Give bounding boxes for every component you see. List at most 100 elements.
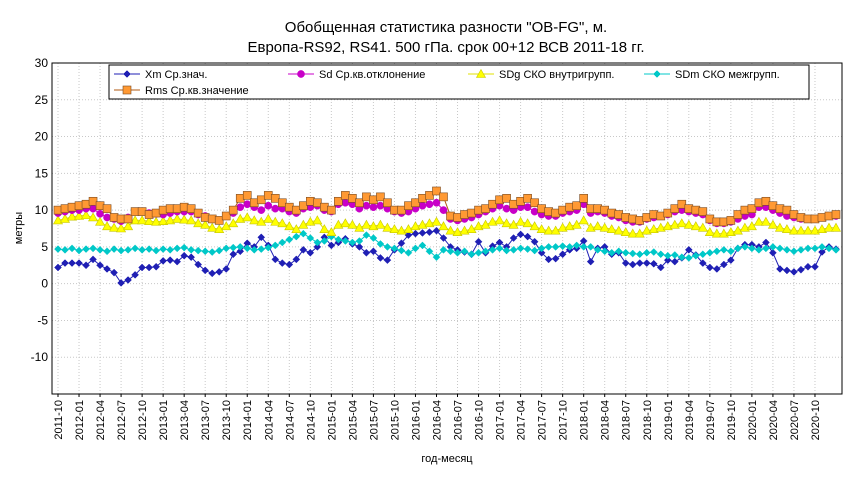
data-point-xm (397, 239, 406, 248)
data-point-sdm (152, 246, 160, 255)
data-point-sdg (445, 225, 456, 235)
data-point-rms (383, 198, 392, 208)
data-point-rms (530, 198, 539, 208)
data-point-xm (705, 263, 714, 272)
data-point-xm (145, 263, 153, 272)
data-point-sd (432, 198, 441, 207)
data-point-sdm (572, 241, 581, 250)
legend: Xm Ср.знач. Sd Ср.кв.отклонение SDg СКО вн… (108, 64, 810, 100)
data-point-sdg (137, 215, 148, 225)
data-point-sdg (662, 221, 673, 231)
data-point-xm (551, 254, 560, 263)
x-tick-label: 2015-01 (326, 400, 338, 440)
data-point-sdg (739, 222, 750, 232)
data-point-sdm (544, 243, 553, 251)
data-point-rms (432, 186, 441, 196)
data-point-sd (257, 206, 266, 214)
data-point-sdm (502, 246, 511, 255)
data-point-sdg (648, 224, 659, 234)
x-tick-label: 2016-10 (474, 400, 486, 440)
data-point-sd (362, 201, 371, 210)
data-point-sdm (607, 248, 616, 257)
data-point-xm (299, 245, 308, 254)
data-point-rms (579, 194, 588, 203)
data-point-sdm (187, 245, 196, 254)
data-point-rms (256, 195, 266, 205)
data-point-xm (811, 262, 819, 271)
data-point-sdg (242, 212, 253, 222)
data-point-sdm (61, 245, 69, 254)
data-point-sdm (215, 246, 224, 255)
x-tick-label: 2018-10 (642, 400, 654, 440)
data-point-sdm (271, 241, 280, 250)
data-point-rms (292, 205, 301, 215)
data-point-rms (747, 204, 757, 213)
data-point-rms (698, 207, 708, 216)
data-point-sdg (515, 216, 526, 226)
data-point-sdg (508, 219, 519, 229)
data-point-xm (131, 270, 139, 279)
data-point-xm (327, 241, 336, 250)
data-point-sd (425, 200, 434, 209)
data-point-sdm (446, 247, 455, 256)
data-point-sdg (158, 216, 169, 225)
data-point-sdg (74, 210, 85, 220)
x-tick-label: 2012-01 (74, 400, 86, 440)
data-point-xm (362, 248, 371, 257)
data-point-rms (481, 204, 490, 213)
data-point-sdm (292, 232, 301, 241)
data-point-rms (502, 194, 511, 203)
data-point-sdg (298, 219, 309, 229)
y-tick-label: -5 (37, 313, 48, 327)
data-point-rms (831, 210, 841, 219)
data-point-xm (509, 234, 518, 242)
data-point-xm (68, 259, 76, 267)
data-point-sdg (389, 224, 400, 234)
data-point-sdg (592, 221, 603, 231)
data-point-sdg (816, 224, 827, 234)
data-point-sdg (781, 224, 792, 234)
data-point-sdg (606, 224, 617, 234)
legend-item-sdg: SDg СКО внутригрупп. (468, 68, 615, 81)
data-point-sdg (249, 215, 260, 225)
data-point-sdg (529, 221, 540, 231)
data-point-sdm (320, 237, 329, 245)
data-point-sdg (641, 225, 652, 235)
data-point-xm (166, 256, 174, 264)
data-point-sdg (697, 222, 708, 232)
data-point-sdm (593, 245, 602, 254)
data-point-sdg (207, 222, 218, 232)
data-point-xm (649, 259, 658, 268)
x-tick-label: 2017-04 (516, 400, 528, 440)
data-point-rms (277, 198, 287, 208)
y-tick-label: 25 (35, 93, 49, 107)
data-point-sdm (348, 238, 357, 247)
data-point-sdm (495, 244, 504, 253)
x-tick-label: 2014-04 (263, 400, 275, 440)
x-tick-label: 2019-01 (663, 400, 675, 440)
data-point-xm (439, 234, 448, 242)
data-point-xm (187, 253, 196, 262)
data-point-sdg (627, 228, 638, 238)
data-point-xm (425, 228, 434, 237)
data-point-sdg (655, 222, 666, 232)
data-point-xm (208, 269, 217, 278)
data-point-sdm (173, 244, 182, 253)
data-point-sdm (677, 253, 686, 262)
data-point-sdm (453, 248, 462, 257)
data-point-sdg (277, 218, 288, 228)
legend-label: SDm СКО межгрупп. (675, 69, 780, 81)
data-point-rms (425, 191, 434, 200)
data-point-sdm (236, 243, 245, 251)
data-point-rms (193, 208, 203, 218)
x-tick-label: 2016-01 (410, 400, 422, 440)
data-point-sdm (124, 245, 132, 254)
data-point-sdm (516, 244, 525, 253)
data-point-xm (804, 262, 812, 271)
data-point-sdg (725, 227, 736, 236)
data-point-sdm (383, 243, 392, 251)
y-tick-label: -10 (31, 350, 49, 364)
data-point-sdg (718, 228, 729, 238)
x-tick-label: 2017-07 (537, 400, 549, 440)
